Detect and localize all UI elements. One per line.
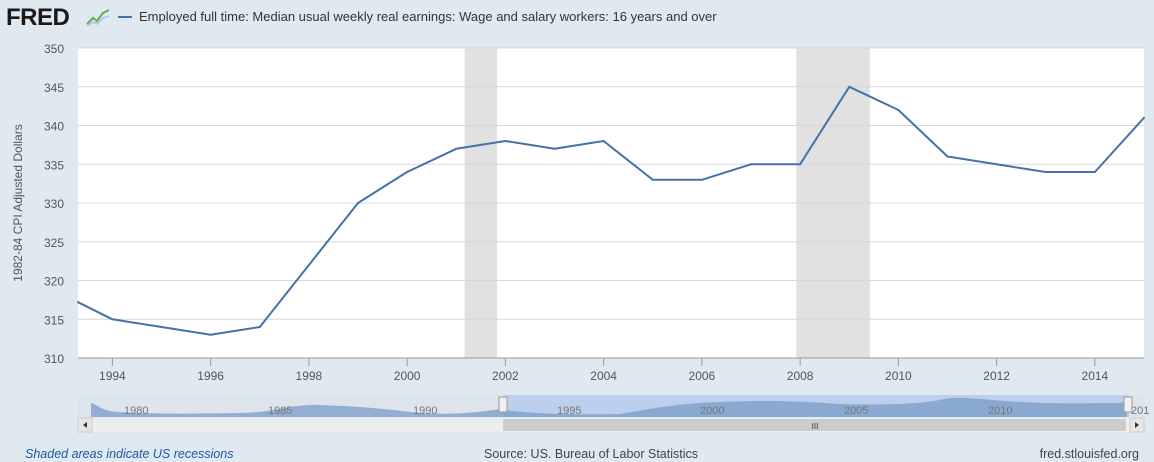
- data-point-22[interactable]: [1143, 116, 1145, 119]
- fred-logo[interactable]: FRED: [6, 4, 70, 31]
- x-tick-label-2004: 2004: [590, 369, 617, 383]
- x-tick-label-1998: 1998: [296, 369, 323, 383]
- navigator-year-label-1990: 1990: [413, 405, 437, 417]
- navigator-year-label-1995: 1995: [557, 405, 581, 417]
- navigator-handle-right[interactable]: [1123, 396, 1133, 413]
- data-point-19[interactable]: [995, 163, 998, 166]
- legend-line-swatch: [118, 16, 132, 18]
- source-note: Source: US. Bureau of Labor Statistics: [484, 447, 698, 461]
- data-point-1[interactable]: [111, 318, 114, 321]
- data-point-20[interactable]: [1044, 171, 1047, 173]
- data-point-0[interactable]: [77, 301, 79, 304]
- data-point-16[interactable]: [848, 85, 851, 88]
- y-tick-label-350: 350: [44, 42, 64, 56]
- scroll-left-arrow-icon: [83, 422, 87, 428]
- data-point-17[interactable]: [897, 109, 900, 111]
- data-point-12[interactable]: [651, 178, 654, 181]
- navigator-year-label-2005: 2005: [844, 405, 868, 417]
- y-tick-label-325: 325: [44, 236, 64, 250]
- x-tick-label-1996: 1996: [197, 369, 224, 383]
- data-point-8[interactable]: [455, 147, 458, 150]
- navigator-year-label-201: 201: [1131, 405, 1149, 417]
- recession-note[interactable]: Shaded areas indicate US recessions: [25, 447, 234, 461]
- x-tick-label-2006: 2006: [689, 369, 716, 383]
- data-point-3[interactable]: [209, 333, 212, 336]
- site-url[interactable]: fred.stlouisfed.org: [1039, 447, 1139, 461]
- scrollbar-grip: III: [812, 422, 819, 431]
- navigator-series-area: [91, 397, 1127, 417]
- navigator-year-label-2010: 2010: [988, 405, 1012, 417]
- x-tick-label-2002: 2002: [492, 369, 519, 383]
- y-tick-label-320: 320: [44, 275, 64, 289]
- data-point-9[interactable]: [504, 140, 507, 142]
- y-tick-label-340: 340: [44, 120, 64, 134]
- fred-chart-icon: [86, 7, 110, 27]
- range-navigator[interactable]: 1980 1985 1990 1995 2000 2005 2010 201 III: [77, 395, 1149, 433]
- data-point-6[interactable]: [357, 202, 360, 204]
- legend-series-label[interactable]: Employed full time: Median usual weekly …: [139, 9, 717, 24]
- x-tick-label-1994: 1994: [99, 369, 126, 383]
- x-tick-label-2012: 2012: [983, 369, 1010, 383]
- data-point-14[interactable]: [750, 163, 753, 166]
- navigator-year-label-1985: 1985: [268, 405, 292, 417]
- scrollbar-thumb[interactable]: [503, 419, 1126, 431]
- data-point-15[interactable]: [799, 163, 802, 166]
- y-tick-label-310: 310: [44, 352, 64, 366]
- x-tick-label-2010: 2010: [885, 369, 912, 383]
- data-point-5[interactable]: [307, 264, 310, 266]
- y-axis-label: 1982-84 CPI Adjusted Dollars: [11, 124, 25, 281]
- y-tick-label-330: 330: [44, 197, 64, 211]
- data-point-7[interactable]: [406, 171, 409, 173]
- x-tick-label-2000: 2000: [394, 369, 421, 383]
- navigator-year-label-1980: 1980: [124, 405, 148, 417]
- x-tick-label-2008: 2008: [787, 369, 814, 383]
- y-tick-label-335: 335: [44, 158, 64, 172]
- data-point-4[interactable]: [258, 326, 261, 328]
- data-point-18[interactable]: [946, 155, 949, 158]
- data-point-11[interactable]: [602, 140, 605, 142]
- y-tick-label-345: 345: [44, 81, 64, 95]
- chart-header: FRED Employed full time: Median usual we…: [0, 0, 1154, 36]
- data-point-2[interactable]: [160, 326, 163, 328]
- line-chart: 310 315 320 325 330 335 340 345 350 1994 1996 1998 2…: [11, 42, 1149, 433]
- scroll-right-arrow-icon: [1135, 422, 1139, 428]
- y-tick-label-315: 315: [44, 313, 64, 327]
- navigator-year-label-2000: 2000: [700, 405, 724, 417]
- data-point-10[interactable]: [553, 147, 556, 150]
- navigator-handle-left[interactable]: [498, 396, 508, 413]
- data-point-13[interactable]: [700, 178, 703, 181]
- data-point-21[interactable]: [1093, 171, 1096, 173]
- x-tick-label-2014: 2014: [1082, 369, 1109, 383]
